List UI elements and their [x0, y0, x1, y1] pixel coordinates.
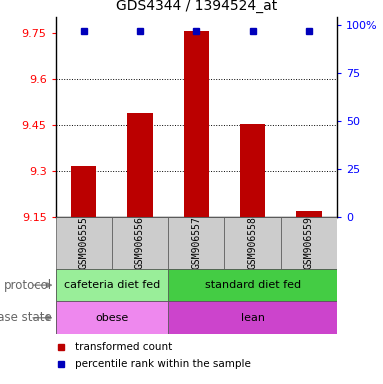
- Bar: [281, 217, 337, 269]
- Bar: [71, 166, 97, 217]
- Bar: [224, 217, 281, 269]
- Text: GSM906556: GSM906556: [135, 217, 145, 269]
- Text: GSM906557: GSM906557: [191, 217, 201, 269]
- Bar: [112, 217, 168, 269]
- Bar: [56, 269, 168, 301]
- Bar: [127, 113, 153, 217]
- Bar: [56, 301, 168, 334]
- Bar: [183, 31, 209, 217]
- Text: GSM906558: GSM906558: [247, 217, 258, 269]
- Text: disease state: disease state: [0, 311, 52, 324]
- Text: percentile rank within the sample: percentile rank within the sample: [75, 359, 251, 369]
- Text: cafeteria diet fed: cafeteria diet fed: [64, 280, 160, 290]
- Bar: [168, 269, 337, 301]
- Title: GDS4344 / 1394524_at: GDS4344 / 1394524_at: [116, 0, 277, 13]
- Bar: [168, 217, 224, 269]
- Text: obese: obese: [95, 313, 128, 323]
- Text: GSM906559: GSM906559: [304, 217, 314, 269]
- Text: standard diet fed: standard diet fed: [205, 280, 301, 290]
- Bar: [168, 301, 337, 334]
- Text: GSM906555: GSM906555: [79, 217, 89, 269]
- Bar: [296, 212, 322, 217]
- Text: lean: lean: [241, 313, 265, 323]
- Text: transformed count: transformed count: [75, 342, 172, 352]
- Text: protocol: protocol: [3, 279, 52, 291]
- Bar: [56, 217, 112, 269]
- Bar: [240, 124, 265, 217]
